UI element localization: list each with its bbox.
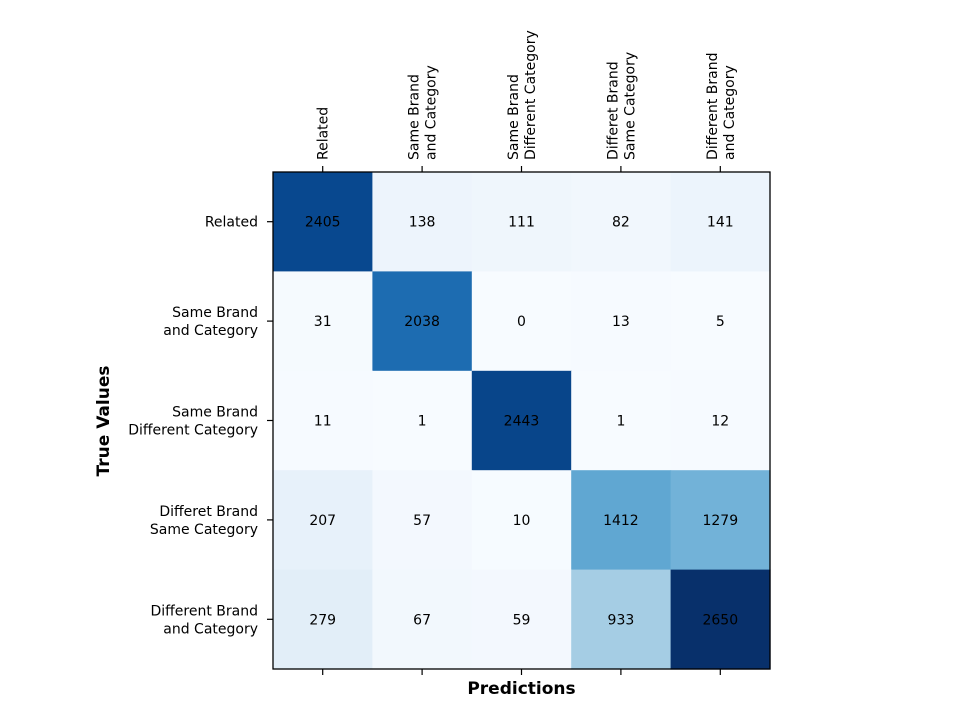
- heatmap-cell-r1-c3: [571, 271, 672, 372]
- cell-value-r2-c4: 12: [711, 414, 729, 430]
- cell-value-r0-c0: 2405: [305, 215, 341, 231]
- heatmap-cells: [273, 172, 771, 670]
- cell-value-r3-c1: 57: [413, 513, 431, 529]
- heatmap-cell-r4-c0: [273, 569, 373, 670]
- cell-value-r4-c0: 279: [309, 612, 336, 628]
- cell-value-r1-c3: 13: [612, 314, 630, 330]
- x-tick-label-1: Same Brandand Category: [407, 65, 440, 160]
- y-tick-label-2: Same Brand Different Category: [128, 405, 258, 439]
- heatmap-cell-r1-c2: [471, 271, 572, 372]
- heatmap-cell-r1-c1: [372, 271, 473, 372]
- heatmap-cell-r0-c1: [372, 172, 473, 272]
- y-tick-label-0: Related: [205, 215, 258, 231]
- heatmap-cell-r2-c4: [670, 370, 771, 471]
- heatmap-cell-r3-c4: [670, 470, 771, 571]
- x-axis-title: Predictions: [467, 679, 575, 699]
- heatmap-cell-r1-c0: [273, 271, 373, 372]
- cell-value-r1-c0: 31: [314, 314, 332, 330]
- heatmap-cell-r4-c3: [571, 569, 672, 670]
- heatmap-cell-r4-c1: [372, 569, 473, 670]
- x-tick-label-0: Related: [316, 107, 332, 160]
- cell-value-r3-c4: 1279: [702, 513, 738, 529]
- heatmap-cell-r2-c2: [471, 370, 572, 471]
- cell-value-r4-c3: 933: [608, 612, 635, 628]
- cell-value-r2-c1: 1: [418, 414, 427, 430]
- heatmap-cell-r3-c0: [273, 470, 373, 571]
- x-tick-label-3: Differet BrandSame Category: [605, 52, 638, 160]
- heatmap-cell-r0-c4: [670, 172, 771, 272]
- y-tick-label-1: Same Brand and Category: [163, 305, 258, 339]
- heatmap-cell-r4-c2: [471, 569, 572, 670]
- heatmap-cell-r0-c2: [471, 172, 572, 272]
- cell-value-r0-c1: 138: [409, 215, 436, 231]
- cell-value-r4-c4: 2650: [702, 612, 738, 628]
- y-tick-label-4: Different Brand and Category: [150, 603, 258, 637]
- x-tick-label-4: Different Brandand Category: [705, 52, 738, 160]
- cell-value-r1-c1: 2038: [404, 314, 440, 330]
- cell-value-r0-c2: 111: [508, 215, 535, 231]
- heatmap-cell-r2-c3: [571, 370, 672, 471]
- cell-value-r2-c2: 2443: [504, 414, 540, 430]
- cell-value-r2-c3: 1: [616, 414, 625, 430]
- cell-value-r0-c4: 141: [707, 215, 734, 231]
- x-tick-label-2: Same BrandDifferent Category: [506, 30, 539, 160]
- cell-value-r0-c3: 82: [612, 215, 630, 231]
- heatmap-cell-r3-c2: [471, 470, 572, 571]
- cell-value-r4-c2: 59: [513, 612, 531, 628]
- heatmap-cell-r2-c1: [372, 370, 473, 471]
- heatmap-cell-r0-c0: [273, 172, 373, 272]
- y-axis-title: True Values: [94, 366, 114, 477]
- cell-value-r4-c1: 67: [413, 612, 431, 628]
- x-axis-ticks: Related Same Brandand Category Same BrandD…: [316, 30, 738, 675]
- cell-value-r1-c4: 5: [716, 314, 725, 330]
- cell-value-r3-c2: 10: [513, 513, 531, 529]
- cell-value-r3-c0: 207: [309, 513, 336, 529]
- heatmap-cell-r0-c3: [571, 172, 672, 272]
- y-axis-ticks: Related Same Brand and Category Same Brand D…: [128, 215, 273, 637]
- heatmap-cell-r3-c1: [372, 470, 473, 571]
- heatmap-cell-r2-c0: [273, 370, 373, 471]
- cell-value-r1-c2: 0: [517, 314, 526, 330]
- heatmap-cell-r3-c3: [571, 470, 672, 571]
- y-tick-label-3: Differet Brand Same Category: [150, 504, 258, 538]
- cell-value-r3-c3: 1412: [603, 513, 639, 529]
- heatmap-cell-r1-c4: [670, 271, 771, 372]
- cell-value-r2-c0: 11: [314, 414, 332, 430]
- heatmap-cell-r4-c4: [670, 569, 771, 670]
